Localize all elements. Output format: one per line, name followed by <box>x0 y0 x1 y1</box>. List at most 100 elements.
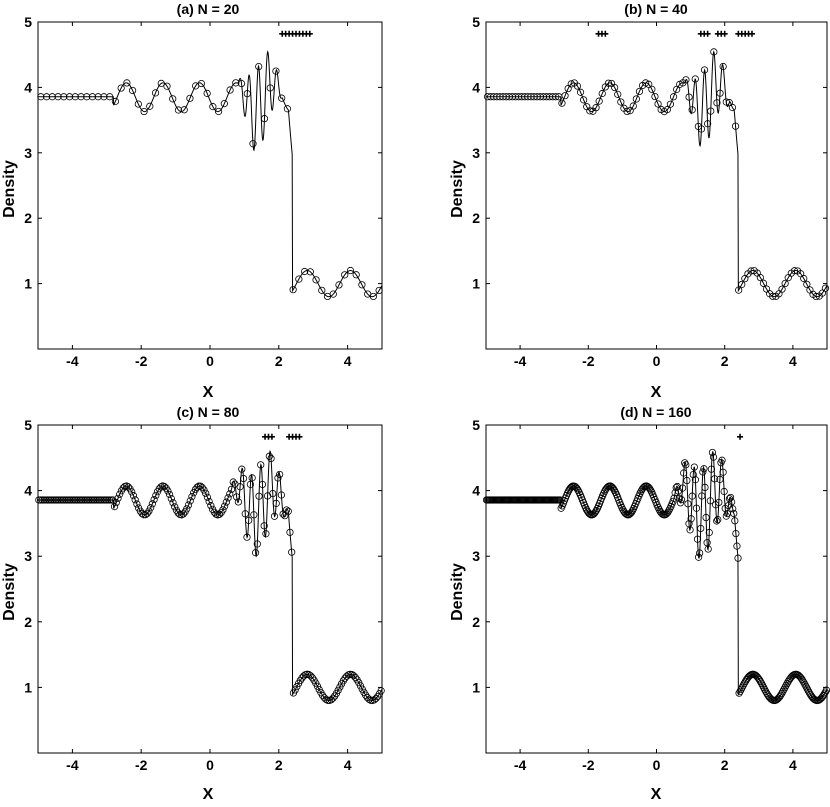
panel-c-data-point <box>36 496 45 504</box>
panel-d-data-point <box>736 687 744 695</box>
panel-c-data-point <box>43 496 52 504</box>
panel-a-data-point <box>100 93 108 101</box>
panel-d-data-point <box>781 684 789 692</box>
panel-c: (c) N = 80 X Density -4 -2 0 2 4 1 2 3 4 5 <box>1 404 385 803</box>
panel-d-data-point <box>726 493 735 502</box>
panel-d-data-point <box>627 508 636 516</box>
panel-d-data-point <box>677 496 686 504</box>
panel-c-data-point <box>221 502 229 510</box>
panel-c-data-point <box>205 497 213 506</box>
panel-d-data-point <box>609 484 617 493</box>
panel-c-data-point <box>203 493 212 501</box>
panel-b-reference-line <box>486 50 828 298</box>
panel-d-data-point <box>697 524 705 533</box>
panel-d-data-point <box>670 494 678 502</box>
panel-c-data-point <box>351 673 359 682</box>
panel-d-data-point <box>628 507 637 515</box>
panel-a-xtick-label: 4 <box>344 353 352 369</box>
panel-c-data-point <box>248 474 256 482</box>
panel-c-reference-line <box>38 449 383 702</box>
panel-b-data-point <box>697 125 706 133</box>
panel-c-data-point <box>112 498 120 507</box>
panel-c-data-point <box>165 490 174 499</box>
panel-c-data-point <box>47 496 55 504</box>
panel-c-data-point <box>59 496 67 504</box>
panel-a-data-point <box>341 271 349 279</box>
panel-a-data-point <box>123 79 131 87</box>
panel-d-data-point <box>778 689 786 698</box>
panel-c-data-point <box>269 489 277 498</box>
panel-c-data-point <box>147 504 155 512</box>
panel-d-data-point <box>799 677 807 685</box>
panel-c-data-point <box>184 501 193 509</box>
panel-d-data-point <box>692 504 701 512</box>
panel-a-title: (a) N = 20 <box>177 1 240 17</box>
panel-c-data-point <box>49 496 57 504</box>
panel-d-data-point <box>696 549 704 557</box>
panel-a-data-point <box>60 93 68 101</box>
panel-a-flag-marker <box>306 30 313 37</box>
panel-c-data-point <box>54 496 62 504</box>
panel-a-data-point <box>140 107 148 116</box>
panel-a-data-point <box>306 268 314 276</box>
panel-c-data-point <box>198 483 206 492</box>
panel-d-flag-marker <box>737 433 744 440</box>
panel-d-data-point <box>730 509 738 518</box>
panel-d-data-point <box>698 492 706 500</box>
panel-c-data-point <box>92 496 100 504</box>
panel-c-data-point <box>61 496 69 504</box>
panel-b-flag-marker <box>602 30 609 37</box>
panel-a-data-point <box>65 93 74 101</box>
panel-a-data-point <box>289 286 297 294</box>
panel-d-data-point <box>715 498 723 507</box>
panel-c-data-point <box>174 509 182 517</box>
panel-d-xtick-label: 2 <box>721 757 729 773</box>
panel-d-data-point <box>756 677 765 686</box>
panel-d-data-point <box>705 528 713 537</box>
panel-b-ytick-label: 4 <box>472 79 480 95</box>
panel-d-data-point <box>734 554 742 562</box>
panel-b-data-point <box>719 62 727 71</box>
panel-c-data-point <box>100 496 108 504</box>
panel-d-ytick-label: 3 <box>472 548 480 564</box>
panel-d-data-point <box>680 469 688 477</box>
panel-b-xtick-label: -2 <box>582 353 595 369</box>
panel-a-data-point <box>215 107 223 116</box>
panel-a-data-point <box>255 62 263 71</box>
panel-b-data-point <box>735 286 743 294</box>
panel-c-data-point <box>250 511 258 519</box>
panel-a-data-point <box>197 79 205 88</box>
panel-d-xtick-label: -2 <box>582 757 595 773</box>
panel-c-data-point <box>260 522 268 530</box>
panel-d-data-point <box>701 483 709 492</box>
panel-d-data-point <box>820 690 828 698</box>
panel-b-data-point <box>595 97 603 105</box>
panel-b-data-point <box>790 267 799 275</box>
panel-d-data-point <box>738 683 746 691</box>
panel-c-data-point <box>79 496 88 504</box>
panel-a-ytick-label: 4 <box>24 79 32 95</box>
panel-b-xtick-label: -4 <box>514 353 527 369</box>
panel-c-data-point <box>52 496 60 504</box>
panel-b-data-point <box>707 107 715 115</box>
panel-d-data-point <box>706 497 714 505</box>
panel-b-flag-marker <box>721 30 728 37</box>
panel-d-data-point <box>702 513 710 522</box>
panel-b-data-point <box>700 66 709 74</box>
panel-a-data-point <box>88 93 97 101</box>
panel-d-data-point <box>691 476 700 484</box>
panel-d-data-point <box>731 517 739 525</box>
panel-b-data-point <box>803 280 811 288</box>
panel-b-data-point <box>654 100 662 108</box>
panel-b-data-point <box>623 107 631 116</box>
panel-c-data-point <box>145 507 153 515</box>
panel-c-data-point <box>224 494 232 502</box>
panel-a-data-point <box>71 93 79 101</box>
panel-c-data-point <box>202 489 210 497</box>
panel-b-data-point <box>800 274 808 283</box>
panel-b-data-point <box>598 89 606 98</box>
panel-c-data-point <box>282 506 291 514</box>
panel-a-data-point <box>169 95 177 103</box>
panel-c-data-point <box>193 483 201 491</box>
